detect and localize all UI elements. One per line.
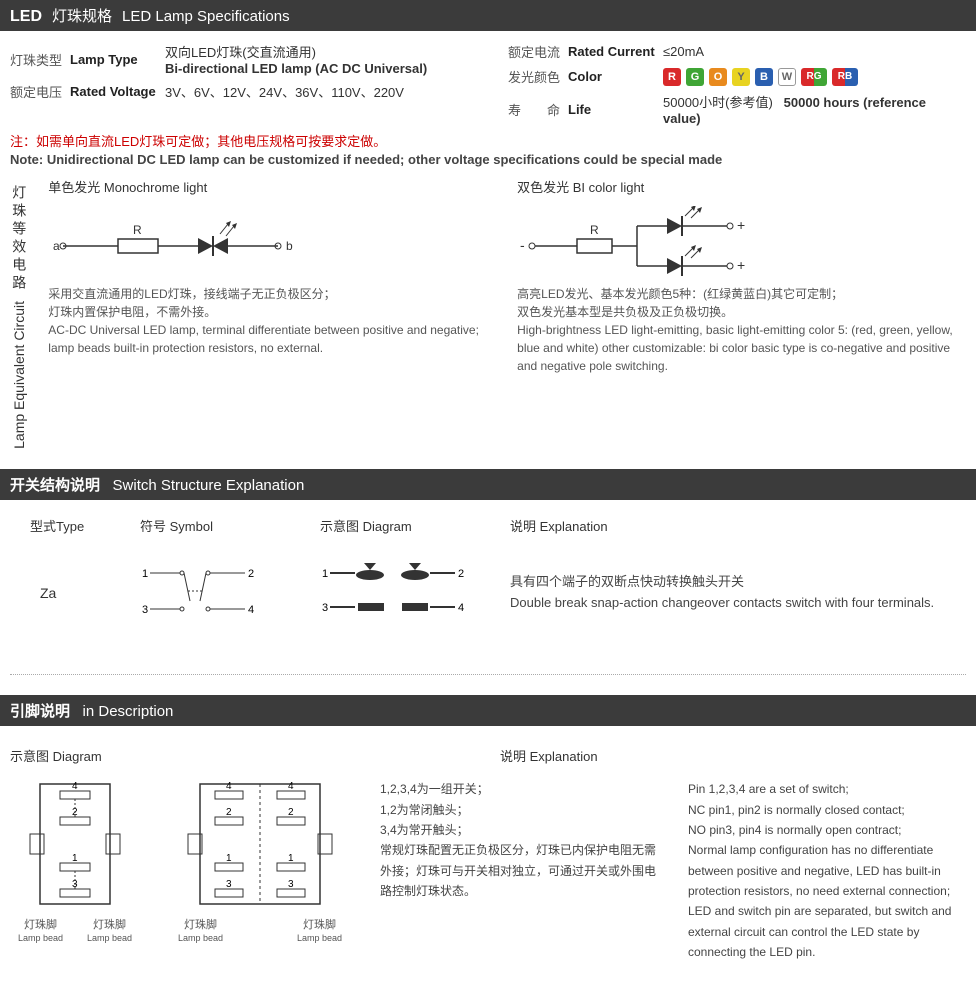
circuit-bi: 双色发光 BI color light - R + + 高亮LED发光、基本发光… xyxy=(517,177,966,457)
svg-text:4: 4 xyxy=(288,781,294,792)
svg-text:4: 4 xyxy=(72,781,78,792)
label-en: Rated Voltage xyxy=(70,84,165,99)
pin-explain-en: Pin 1,2,3,4 are a set of switch; NC pin1… xyxy=(688,779,966,963)
svg-text:+: + xyxy=(737,257,745,273)
switch-symbol: 1 2 3 4 xyxy=(140,561,320,624)
sec3-header: 引脚说明 in Description xyxy=(0,695,976,726)
svg-text:2: 2 xyxy=(458,568,464,580)
pin-content: 4 2 1 3 灯珠脚Lamp bead 灯珠脚Lamp bead 4 xyxy=(10,769,966,973)
circuit-mono-desc: 采用交直流通用的LED灯珠，接线端子无正负极区分； 灯珠内置保护电阻，不需外接。… xyxy=(48,285,497,357)
svg-text:2: 2 xyxy=(226,807,232,818)
color-badges: RGOYBWRGRB xyxy=(663,68,966,86)
label-cn: 额定电流 xyxy=(508,42,568,61)
svg-text:4: 4 xyxy=(226,781,232,792)
circuit-vlabel: 灯珠等效电路 Lamp Equivalent Circuit xyxy=(10,177,28,457)
spec-table: 灯珠类型 Lamp Type 双向LED灯珠(交直流通用) Bi-directi… xyxy=(0,31,976,129)
spec-row: 额定电压 Rated Voltage 3V、6V、12V、24V、36V、110… xyxy=(10,79,468,104)
hdr-symbol: 符号 Symbol xyxy=(140,516,320,535)
pin-explain: 1,2,3,4为一组开关； 1,2为常闭触头； 3,4为常开触头； 常规灯珠配置… xyxy=(380,779,966,963)
spec-note: 注：如需单向直流LED灯珠可定做；其他电压规格可按要求定做。 Note: Uni… xyxy=(0,129,976,177)
spec-value: 3V、6V、12V、24V、36V、110V、220V xyxy=(165,82,468,101)
color-badge: B xyxy=(755,68,773,86)
circuit-section: 灯珠等效电路 Lamp Equivalent Circuit 单色发光 Mono… xyxy=(0,177,976,469)
svg-text:2: 2 xyxy=(288,807,294,818)
sec1-header: LED 灯珠规格 LED Lamp Specifications xyxy=(0,0,976,31)
color-badge: Y xyxy=(732,68,750,86)
switch-headers: 型式Type 符号 Symbol 示意图 Diagram 说明 Explanat… xyxy=(10,510,966,541)
circuit-mono-title: 单色发光 Monochrome light xyxy=(48,177,497,196)
switch-diagram: 1 2 3 4 xyxy=(320,561,510,624)
pin-labels: 灯珠脚Lamp bead 灯珠脚Lamp bead xyxy=(170,916,350,944)
svg-text:4: 4 xyxy=(248,604,254,616)
svg-text:-: - xyxy=(520,237,525,253)
pin-section: 示意图 Diagram 说明 Explanation 4 2 1 3 灯珠脚La… xyxy=(0,726,976,983)
svg-text:4: 4 xyxy=(458,602,464,614)
circuit-bi-desc: 高亮LED发光、基本发光颜色5种：(红绿黄蓝白)其它可定制； 双色发光基本型是共… xyxy=(517,285,966,375)
spec-row: 寿 命 Life 50000小时(参考值) 50000 hours (refer… xyxy=(508,89,966,129)
pin-explain-cn: 1,2,3,4为一组开关； 1,2为常闭触头； 3,4为常开触头； 常规灯珠配置… xyxy=(380,779,658,963)
circuit-bi-title: 双色发光 BI color light xyxy=(517,177,966,196)
switch-section: 型式Type 符号 Symbol 示意图 Diagram 说明 Explanat… xyxy=(0,500,976,654)
switch-type: Za xyxy=(10,585,140,601)
svg-text:1: 1 xyxy=(226,853,232,864)
spec-value: 50000小时(参考值) 50000 hours (reference valu… xyxy=(663,92,966,126)
label-cn: 发光颜色 xyxy=(508,67,568,86)
color-badge: RG xyxy=(801,68,827,86)
svg-text:1: 1 xyxy=(72,853,78,864)
spec-value: ≤20mA xyxy=(663,44,966,59)
pin-explain-hdr: 说明 Explanation xyxy=(500,736,598,769)
color-badge: O xyxy=(709,68,727,86)
svg-text:3: 3 xyxy=(322,602,328,614)
pin-diagram-hdr: 示意图 Diagram xyxy=(10,736,500,769)
spec-col-left: 灯珠类型 Lamp Type 双向LED灯珠(交直流通用) Bi-directi… xyxy=(10,39,468,129)
pin-labels: 灯珠脚Lamp bead 灯珠脚Lamp bead xyxy=(10,916,140,944)
hdr-explain: 说明 Explanation xyxy=(510,516,966,535)
svg-text:R: R xyxy=(590,223,599,237)
svg-text:3: 3 xyxy=(142,604,148,616)
sec1-lead: LED xyxy=(10,8,42,26)
svg-text:+: + xyxy=(737,217,745,233)
svg-text:b: b xyxy=(286,239,293,253)
svg-text:3: 3 xyxy=(226,879,232,890)
pin-diag-2: 4 4 2 2 1 1 3 3 灯珠脚Lamp bead 灯珠脚Lamp bea… xyxy=(170,779,350,944)
svg-text:3: 3 xyxy=(288,879,294,890)
label-en: Rated Current xyxy=(568,44,663,59)
svg-text:R: R xyxy=(133,223,142,237)
note-en: Note: Unidirectional DC LED lamp can be … xyxy=(10,152,722,167)
spec-value: 双向LED灯珠(交直流通用) Bi-directional LED lamp (… xyxy=(165,42,468,76)
sec2-header: 开关结构说明 Switch Structure Explanation xyxy=(0,469,976,500)
color-badge: RB xyxy=(832,68,858,86)
label-cn: 灯珠类型 xyxy=(10,50,70,69)
label-cn: 额定电压 xyxy=(10,82,70,101)
label-cn: 寿 命 xyxy=(508,100,568,119)
spec-row: 灯珠类型 Lamp Type 双向LED灯珠(交直流通用) Bi-directi… xyxy=(10,39,468,79)
color-badge: R xyxy=(663,68,681,86)
sec1-title-en: LED Lamp Specifications xyxy=(122,8,290,25)
svg-text:1: 1 xyxy=(322,568,328,580)
spec-col-right: 额定电流 Rated Current ≤20mA 发光颜色 Color RGOY… xyxy=(508,39,966,129)
pin-diagrams: 4 2 1 3 灯珠脚Lamp bead 灯珠脚Lamp bead 4 xyxy=(10,779,350,963)
pin-diag-1: 4 2 1 3 灯珠脚Lamp bead 灯珠脚Lamp bead xyxy=(10,779,140,944)
svg-text:1: 1 xyxy=(288,853,294,864)
spec-row: 额定电流 Rated Current ≤20mA xyxy=(508,39,966,64)
divider xyxy=(10,674,966,675)
circuit-mono: 单色发光 Monochrome light a R b 采用交直流通用的LED灯… xyxy=(48,177,497,457)
spec-row: 发光颜色 Color RGOYBWRGRB xyxy=(508,64,966,89)
sec1-title-cn: 灯珠规格 xyxy=(52,5,112,26)
hdr-type: 型式Type xyxy=(10,516,140,535)
switch-row: Za 1 2 3 4 1 2 3 4 具有四个 xyxy=(10,541,966,644)
hdr-diagram: 示意图 Diagram xyxy=(320,516,510,535)
color-badge: W xyxy=(778,68,796,86)
svg-text:2: 2 xyxy=(248,568,254,580)
svg-text:1: 1 xyxy=(142,568,148,580)
mono-circuit-diagram: a R b xyxy=(48,206,348,276)
switch-explain: 具有四个端子的双断点快动转换触头开关 Double break snap-act… xyxy=(510,572,966,614)
label-en: Life xyxy=(568,102,663,117)
label-en: Color xyxy=(568,69,663,84)
bi-circuit-diagram: - R + + xyxy=(517,206,817,276)
note-cn: 注：如需单向直流LED灯珠可定做；其他电压规格可按要求定做。 xyxy=(10,134,386,149)
svg-text:a: a xyxy=(53,239,60,253)
color-badge: G xyxy=(686,68,704,86)
label-en: Lamp Type xyxy=(70,52,165,67)
